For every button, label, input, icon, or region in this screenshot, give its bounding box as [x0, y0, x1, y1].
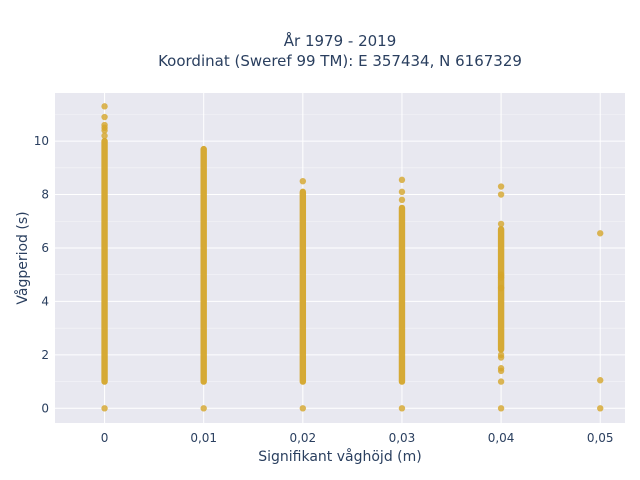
- y-tick-label: 8: [41, 188, 49, 202]
- data-point: [497, 351, 505, 359]
- data-point: [101, 103, 108, 110]
- x-tick-label: 0,05: [587, 431, 614, 445]
- data-point: [101, 113, 108, 121]
- plot-area: [55, 93, 625, 423]
- data-point: [101, 121, 108, 129]
- data-point: [597, 230, 604, 237]
- data-point: [101, 132, 108, 139]
- data-point: [497, 220, 505, 228]
- data-point: [398, 405, 406, 412]
- x-tick-label: 0,04: [488, 431, 515, 445]
- data-point: [497, 183, 505, 190]
- x-axis-title: Signifikant våghöjd (m): [258, 448, 421, 465]
- data-point: [497, 378, 505, 385]
- x-tick-label: 0: [101, 431, 109, 445]
- data-point: [299, 405, 307, 412]
- point-band: [398, 204, 406, 385]
- data-point: [398, 176, 406, 184]
- x-tick-label: 0,03: [389, 431, 416, 445]
- data-point: [497, 405, 505, 412]
- y-tick-label: 10: [34, 134, 49, 148]
- point-band: [200, 145, 207, 385]
- data-point: [597, 377, 604, 384]
- y-tick-label: 4: [41, 294, 49, 308]
- data-point: [299, 177, 307, 185]
- data-point: [398, 196, 406, 204]
- data-point: [597, 405, 604, 412]
- x-tick-label: 0,01: [190, 431, 217, 445]
- data-point: [101, 405, 108, 412]
- data-point: [497, 284, 505, 292]
- data-point: [497, 365, 505, 372]
- y-tick-label: 2: [41, 348, 49, 362]
- y-axis-title: Vågperiod (s): [14, 211, 31, 304]
- data-point: [398, 188, 406, 196]
- x-axis-ticks: 0 0,01 0,02 0,03 0,04 0,05: [101, 431, 614, 445]
- data-point: [200, 405, 207, 412]
- point-band: [101, 137, 108, 385]
- x-tick-label: 0,02: [289, 431, 316, 445]
- data-point: [497, 271, 505, 278]
- y-axis-ticks: 0 2 4 6 8 10: [34, 134, 49, 415]
- chart-title-line-1: År 1979 - 2019: [284, 31, 397, 50]
- point-band: [299, 188, 307, 385]
- chart-title-line-2: Koordinat (Sweref 99 TM): E 357434, N 61…: [158, 52, 522, 70]
- y-tick-label: 6: [41, 241, 49, 255]
- y-tick-label: 0: [41, 401, 49, 415]
- data-points: [101, 103, 604, 412]
- data-point: [497, 191, 505, 198]
